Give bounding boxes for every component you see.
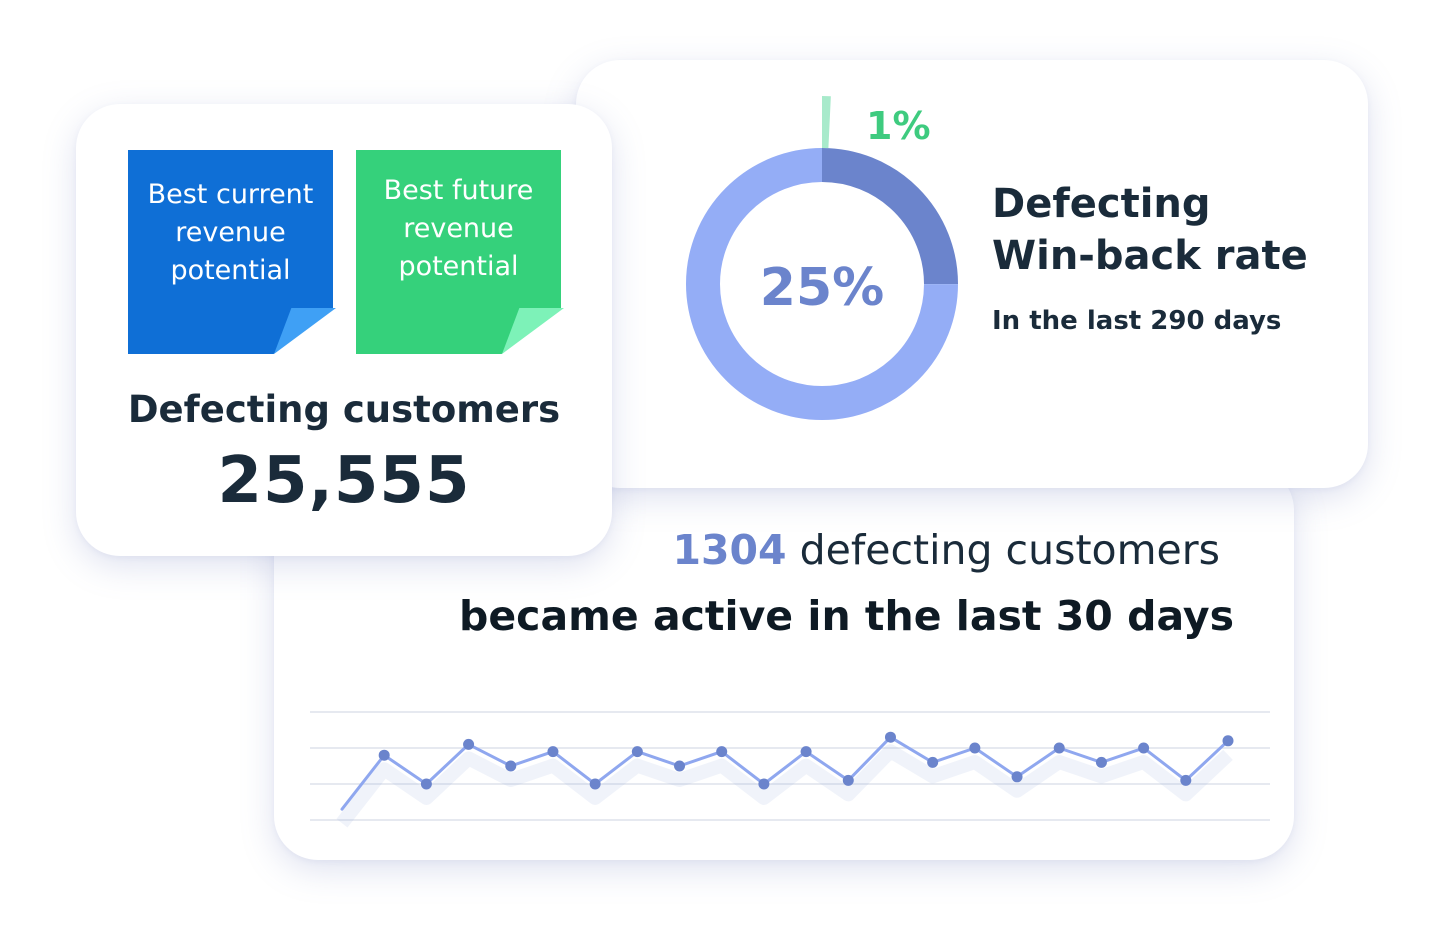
data-point xyxy=(378,749,390,761)
winback-title-line2: Win-back rate xyxy=(992,233,1308,279)
winback-title-line1: Defecting xyxy=(992,181,1211,227)
data-point xyxy=(1053,742,1065,754)
data-point xyxy=(463,738,475,750)
data-point xyxy=(505,760,517,772)
winback-title: Defecting Win-back rate xyxy=(992,178,1352,282)
winback-subtitle: In the last 290 days xyxy=(992,306,1282,336)
donut-slice-2 xyxy=(686,148,958,420)
data-point xyxy=(547,746,559,758)
data-point xyxy=(1011,771,1023,783)
defecting-customers-card: Best current revenue potential Best futu… xyxy=(76,104,612,556)
donut-outer-segment xyxy=(822,96,831,149)
data-point xyxy=(1180,774,1192,786)
data-point xyxy=(842,774,854,786)
winback-percentage: 25% xyxy=(760,258,884,318)
winback-small-percentage: 1% xyxy=(866,104,931,148)
data-point xyxy=(589,778,601,790)
current-revenue-note-label: Best current revenue potential xyxy=(147,179,314,286)
data-point xyxy=(758,778,770,790)
defecting-count-label: defecting customers xyxy=(786,526,1220,574)
data-point xyxy=(800,746,812,758)
data-point xyxy=(716,746,728,758)
winback-rate-card: 25% 1% Defecting Win-back rate In the la… xyxy=(576,60,1368,488)
data-point xyxy=(969,742,981,754)
defecting-customers-line: 1304 defecting customers xyxy=(672,526,1220,574)
data-point xyxy=(1138,742,1150,754)
active-customers-card: 1304 defecting customers became active i… xyxy=(274,466,1294,860)
data-point xyxy=(884,731,896,743)
future-revenue-note-label: Best future revenue potential xyxy=(383,175,534,282)
data-point xyxy=(674,760,686,772)
data-point xyxy=(420,778,432,790)
defecting-customers-title: Defecting customers xyxy=(127,388,561,431)
defecting-customers-value: 25,555 xyxy=(217,444,471,518)
data-point xyxy=(1222,735,1234,747)
became-active-label: became active in the last 30 days xyxy=(459,592,1234,640)
defecting-count: 1304 xyxy=(672,526,787,574)
activity-line xyxy=(340,735,1230,811)
activity-line-chart xyxy=(310,711,1270,828)
data-point xyxy=(631,746,643,758)
data-point xyxy=(1095,756,1107,768)
activity-line-shadow xyxy=(336,744,1233,828)
data-point xyxy=(927,756,939,768)
winback-donut-chart: 25% 1% xyxy=(686,96,958,420)
